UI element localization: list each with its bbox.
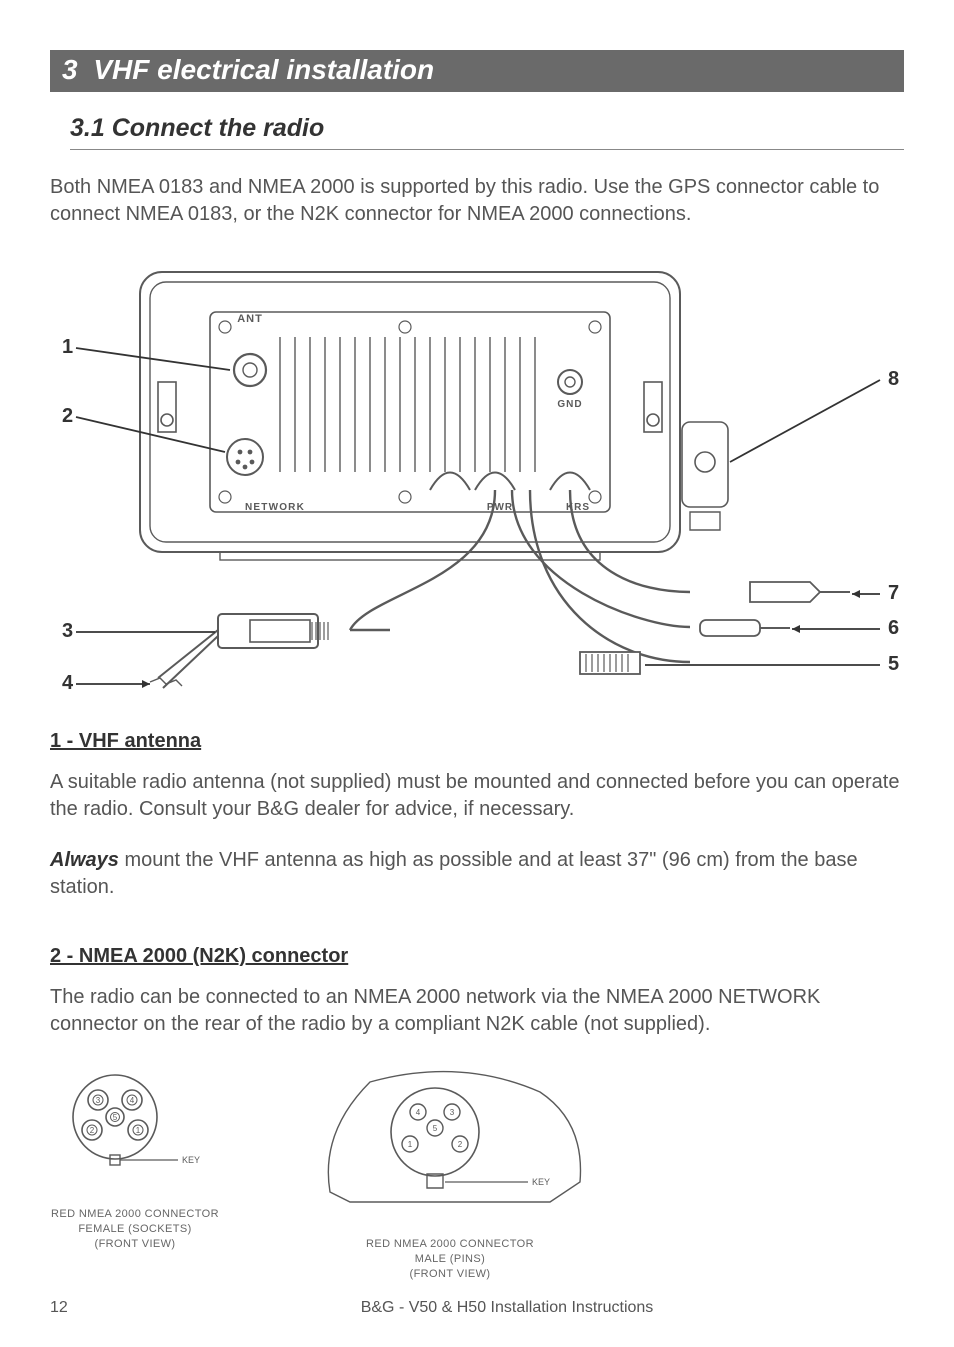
svg-text:1: 1 [62,336,73,358]
doc-title: B&G - V50 & H50 Installation Instruction… [110,1299,904,1317]
page-footer: 12 B&G - V50 & H50 Installation Instruct… [50,1299,904,1317]
item1-heading: 1 - VHF antenna [50,730,904,753]
subsection-number: 3.1 [70,114,105,142]
callout-6: 6 [792,617,899,639]
svg-text:4: 4 [62,672,74,694]
item1-p2-rest: mount the VHF antenna as high as possibl… [50,849,858,898]
svg-text:1: 1 [136,1126,141,1135]
callout-5: 5 [645,653,899,675]
pwr-label: PWR [487,502,513,513]
female-caption: RED NMEA 2000 CONNECTOR FEMALE (SOCKETS)… [50,1207,220,1252]
svg-text:1: 1 [408,1140,413,1149]
svg-text:8: 8 [888,368,899,390]
male-connector-diagram: 4 3 1 2 5 KEY [310,1062,590,1232]
male-connector-block: 4 3 1 2 5 KEY RED NMEA 2000 CONNECTOR MA… [310,1062,590,1282]
svg-text:4: 4 [130,1096,135,1105]
svg-text:5: 5 [888,653,899,675]
svg-text:2: 2 [62,405,73,427]
item2-p1: The radio can be connected to an NMEA 20… [50,984,904,1038]
intro-paragraph: Both NMEA 0183 and NMEA 2000 is supporte… [50,174,904,228]
svg-text:3: 3 [96,1096,101,1105]
item2-heading: 2 - NMEA 2000 (N2K) connector [50,945,904,968]
svg-text:4: 4 [416,1108,421,1117]
chapter-header: 3 VHF electrical installation [50,50,904,92]
key-label-female: KEY [182,1155,200,1165]
item1-p1: A suitable radio antenna (not supplied) … [50,769,904,823]
subsection-title: 3.1 Connect the radio [70,114,904,150]
rear-panel-diagram: ANT GND NETWORK PWR KRS [50,252,904,702]
chapter-title: VHF electrical installation [93,54,434,85]
item1-p2: Always mount the VHF antenna as high as … [50,847,904,901]
callout-8: 8 [730,368,899,462]
callout-4: 4 [62,672,150,694]
svg-text:2: 2 [90,1126,95,1135]
subsection-name: Connect the radio [112,114,325,142]
key-label-male: KEY [532,1177,550,1187]
ant-label: ANT [237,313,263,325]
svg-text:6: 6 [888,617,899,639]
svg-text:5: 5 [113,1113,118,1122]
svg-text:3: 3 [450,1108,455,1117]
always-emphasis: Always [50,849,119,871]
female-connector-block: 3 4 2 1 5 KEY RED NMEA 2000 CONNECTOR FE… [50,1062,220,1252]
connector-diagrams-row: 3 4 2 1 5 KEY RED NMEA 2000 CONNECTOR FE… [50,1062,904,1282]
chapter-number: 3 [62,54,78,85]
callout-3: 3 [62,620,215,642]
male-caption: RED NMEA 2000 CONNECTOR MALE (PINS) (FRO… [310,1237,590,1282]
svg-text:3: 3 [62,620,73,642]
callout-7: 7 [852,582,899,604]
network-label: NETWORK [245,502,305,513]
female-connector-diagram: 3 4 2 1 5 KEY [50,1062,220,1202]
page-number: 12 [50,1299,110,1317]
svg-text:5: 5 [433,1124,438,1133]
svg-text:7: 7 [888,582,899,604]
gnd-label: GND [557,399,582,410]
svg-text:2: 2 [458,1140,463,1149]
